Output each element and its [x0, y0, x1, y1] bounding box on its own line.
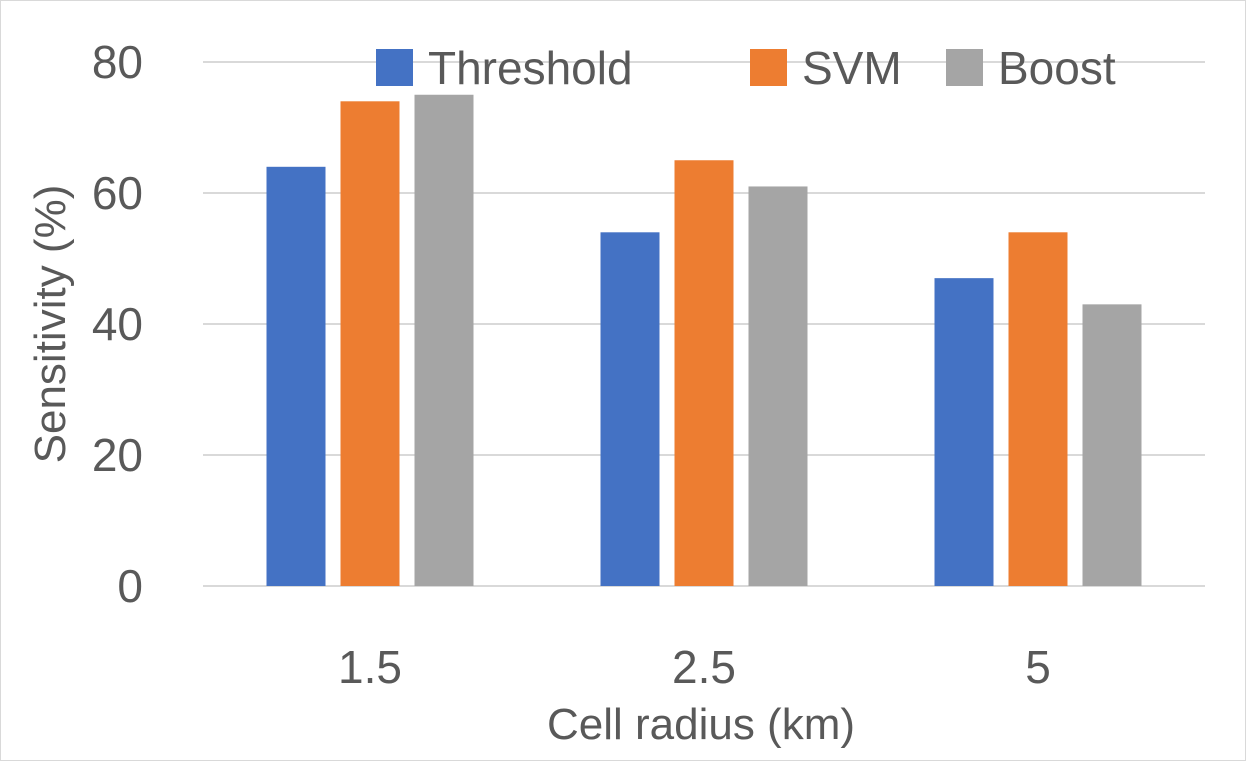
bar-threshold-1.5 — [266, 166, 326, 587]
x-tick-label: 1.5 — [338, 641, 402, 693]
bars — [266, 94, 1142, 587]
y-tick-label: 0 — [117, 560, 143, 612]
legend-swatch-boost — [946, 49, 983, 86]
y-tick-label: 20 — [92, 429, 143, 481]
y-axis-title: Sensitivity (%) — [26, 185, 75, 464]
legend-swatch-svm — [750, 49, 787, 86]
x-axis-title: Cell radius (km) — [547, 700, 855, 749]
bar-svm-2.5 — [674, 160, 734, 586]
legend-label-threshold: Threshold — [428, 42, 633, 94]
y-tick-label: 80 — [92, 36, 143, 88]
bar-boost-5 — [1082, 304, 1142, 586]
bar-threshold-2.5 — [600, 232, 660, 587]
y-axis-ticks: 0 20 40 60 80 — [92, 36, 143, 612]
legend-label-boost: Boost — [998, 42, 1116, 94]
legend: Threshold SVM Boost — [376, 42, 1116, 94]
legend-swatch-threshold — [376, 49, 413, 86]
x-axis-ticks: 1.5 2.5 5 — [338, 641, 1051, 693]
y-tick-label: 40 — [92, 298, 143, 350]
x-tick-label: 2.5 — [672, 641, 736, 693]
y-tick-label: 60 — [92, 167, 143, 219]
bar-boost-2.5 — [748, 186, 808, 586]
legend-label-svm: SVM — [802, 42, 902, 94]
bar-boost-1.5 — [414, 94, 474, 586]
bar-svm-1.5 — [340, 101, 400, 587]
bar-svm-5 — [1008, 232, 1068, 587]
x-tick-label: 5 — [1025, 641, 1051, 693]
bar-threshold-5 — [934, 278, 994, 586]
